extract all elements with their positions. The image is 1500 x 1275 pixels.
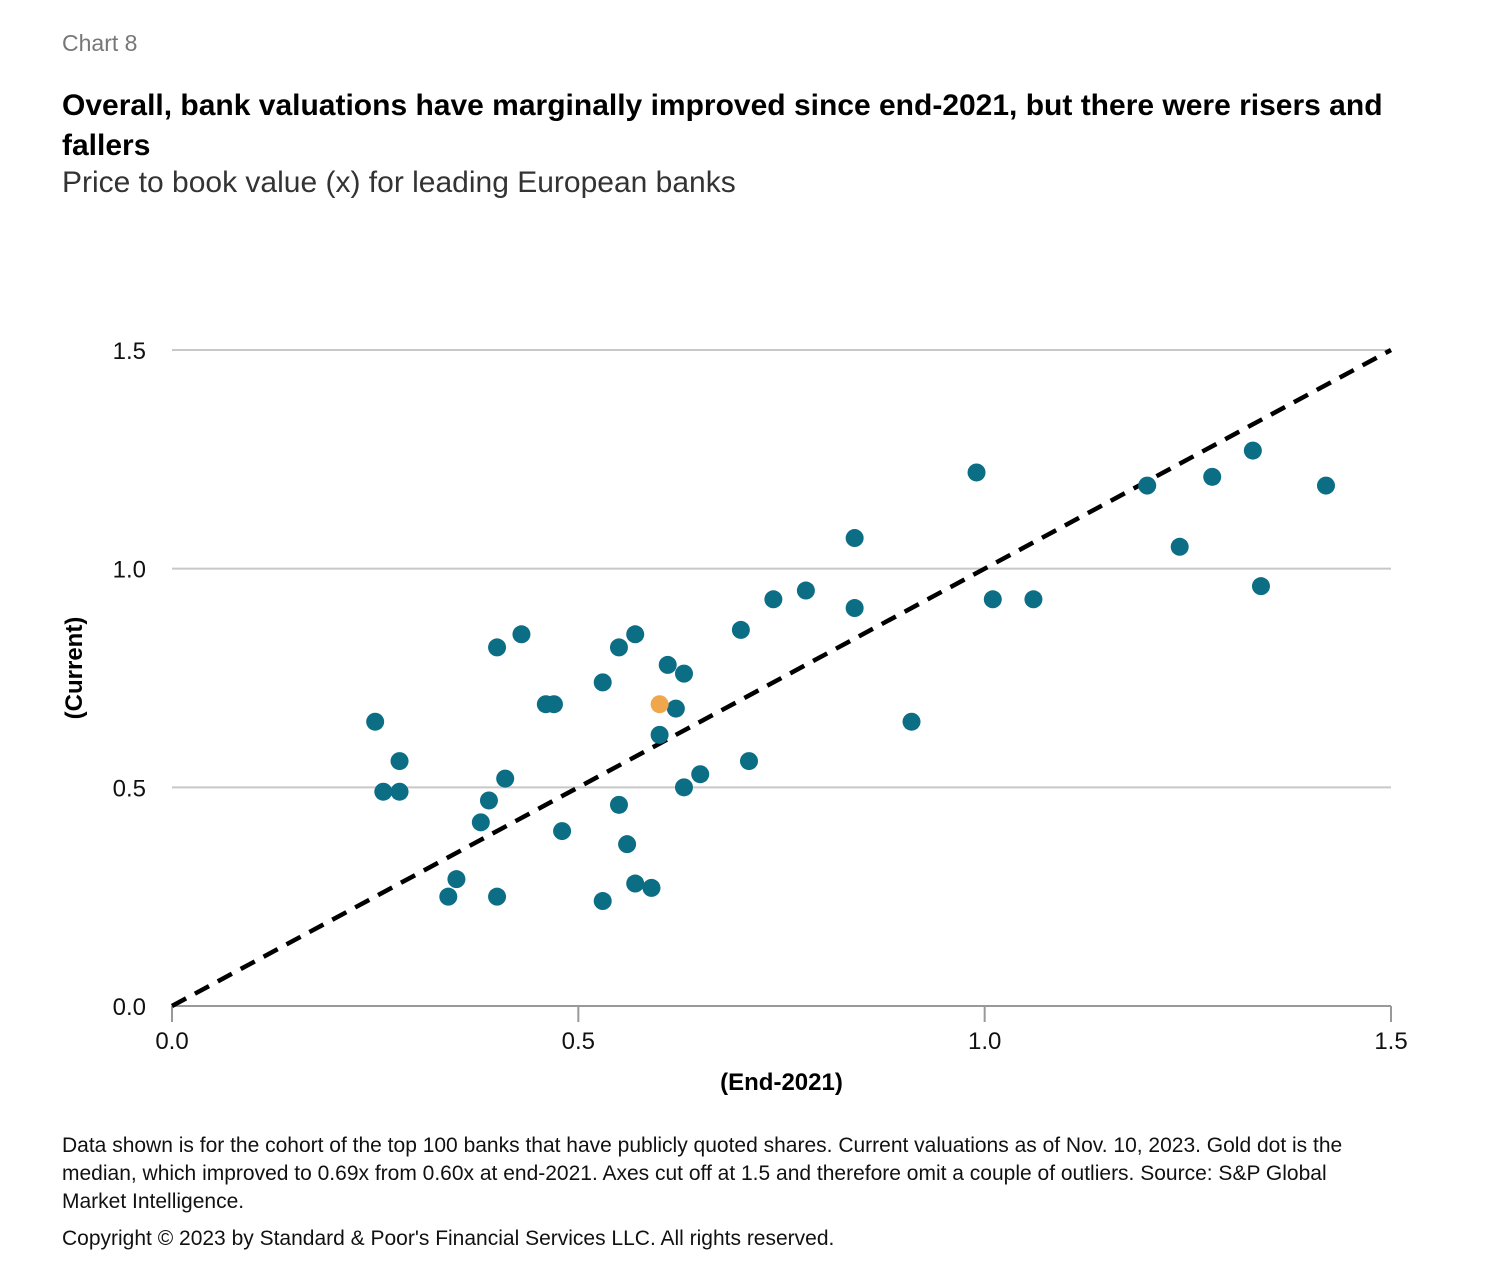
data-point-32 [796,581,815,600]
data-point-20 [626,874,645,893]
data-point-7 [479,791,498,810]
data-point-39 [1138,476,1157,495]
x-tick-label-1: 0.5 [562,1028,595,1055]
x-axis-title: (End-2021) [720,1069,843,1096]
data-point-40 [1170,537,1189,556]
data-point-15 [593,673,612,692]
data-point-9 [496,769,515,788]
x-tick-label-0: 0.0 [155,1028,188,1055]
data-point-33 [845,599,864,618]
data-point-22 [642,878,661,897]
y-axis-title: (Current) [61,617,88,720]
data-point-23 [650,725,669,744]
data-point-10 [488,887,507,906]
data-point-25 [666,699,685,718]
data-point-6 [471,813,490,832]
chart-title: Overall, bank valuations have marginally… [62,89,1383,162]
data-point-42 [1243,441,1262,460]
data-point-34 [845,529,864,548]
y-tick-label-3: 1.5 [113,338,146,365]
data-point-1 [374,782,393,801]
data-point-3 [390,752,409,771]
data-point-38 [1024,590,1043,609]
data-point-17 [609,795,628,814]
chart-footnote: Data shown is for the cohort of the top … [62,1134,1343,1213]
data-point-5 [447,870,466,889]
reference-line [170,348,1393,1008]
data-point-41 [1203,467,1222,486]
median-point [650,695,669,714]
data-point-28 [691,765,710,784]
x-tick-label-2: 1.0 [968,1028,1001,1055]
data-point-18 [618,835,637,854]
y-tick-label-0: 0.0 [113,994,146,1021]
data-point-37 [983,590,1002,609]
data-point-36 [967,463,986,482]
data-point-29 [731,620,750,639]
data-point-8 [488,638,507,657]
data-point-14 [553,822,572,841]
data-point-11 [512,625,531,644]
data-point-27 [674,778,693,797]
copyright-notice: Copyright © 2023 by Standard & Poor's Fi… [62,1227,835,1250]
data-point-43 [1251,577,1270,596]
data-point-30 [739,752,758,771]
data-point-0 [366,712,385,731]
data-point-31 [764,590,783,609]
data-point-13 [544,695,563,714]
y-tick-label-1: 0.5 [113,775,146,802]
data-point-2 [390,782,409,801]
data-point-16 [609,638,628,657]
x-tick-label-3: 1.5 [1374,1028,1407,1055]
data-point-24 [658,655,677,674]
chart-subtitle: Price to book value (x) for leading Euro… [62,166,736,199]
data-point-21 [593,892,612,911]
data-point-26 [674,664,693,683]
y-tick-label-2: 1.0 [113,557,146,584]
data-point-44 [1316,476,1335,495]
data-point-4 [439,887,458,906]
chart-number-label: Chart 8 [62,30,138,56]
data-point-19 [626,625,645,644]
data-point-35 [902,712,921,731]
